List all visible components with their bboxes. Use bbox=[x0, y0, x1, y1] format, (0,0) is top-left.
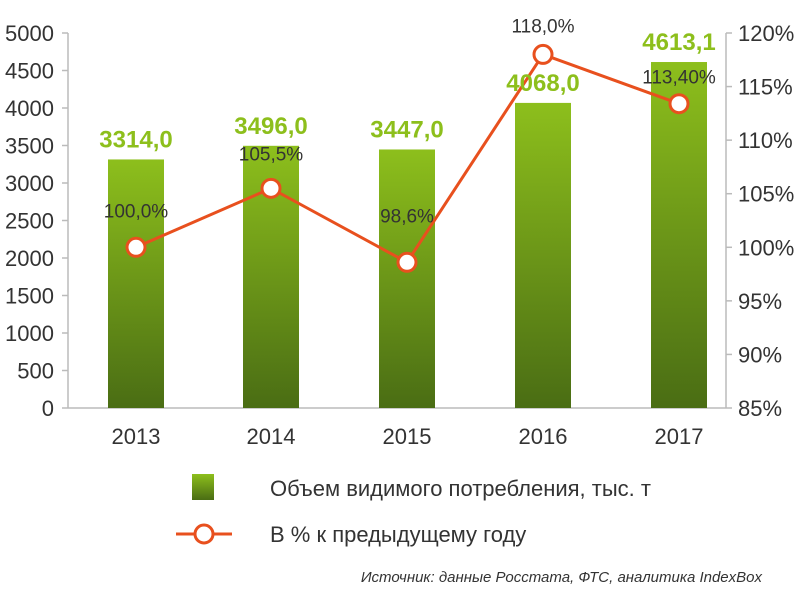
left-tick-label: 1000 bbox=[5, 321, 54, 346]
left-tick-label: 1500 bbox=[5, 284, 54, 309]
percent-point-2016 bbox=[532, 43, 554, 65]
x-tick-label: 2017 bbox=[655, 424, 704, 449]
left-tick-label: 4000 bbox=[5, 96, 54, 121]
legend-line-marker bbox=[193, 523, 215, 545]
right-tick-label: 115% bbox=[738, 75, 793, 100]
data-labels: 3314,0 3496,0 3447,0 4068,0 4613,1 100,0% 105,… bbox=[99, 16, 716, 227]
percent-value-label: 118,0% bbox=[511, 16, 574, 37]
legend: Объем видимого потребления, тыс. т В % к… bbox=[176, 474, 651, 547]
left-tick-label: 4500 bbox=[5, 59, 54, 84]
percent-point-2013 bbox=[125, 236, 147, 258]
bar-value-label: 4613,1 bbox=[642, 29, 715, 56]
percent-point-2015 bbox=[396, 251, 418, 273]
percent-value-label: 98,6% bbox=[380, 206, 434, 227]
bar-value-label: 4068,0 bbox=[506, 70, 579, 97]
bar-2013 bbox=[108, 159, 164, 408]
legend-bar-label: Объем видимого потребления, тыс. т bbox=[270, 476, 651, 501]
bar-2015 bbox=[379, 149, 435, 408]
right-tick-label: 85% bbox=[738, 396, 782, 421]
percent-point-2017 bbox=[668, 93, 690, 115]
bars bbox=[108, 62, 707, 409]
percent-line-series bbox=[125, 43, 690, 273]
left-tick-label: 3000 bbox=[5, 171, 54, 196]
percent-point-2014 bbox=[260, 177, 282, 199]
right-tick-label: 110% bbox=[738, 128, 793, 153]
right-tick-label: 90% bbox=[738, 342, 782, 367]
right-tick-label: 95% bbox=[738, 289, 782, 314]
left-tick-label: 5000 bbox=[5, 21, 54, 46]
legend-line-label: В % к предыдущему году bbox=[270, 522, 526, 547]
x-tick-label: 2013 bbox=[112, 424, 161, 449]
x-tick-label: 2014 bbox=[247, 424, 296, 449]
percent-value-label: 100,0% bbox=[104, 201, 169, 222]
legend-bar-swatch bbox=[192, 474, 214, 500]
left-tick-label: 2000 bbox=[5, 246, 54, 271]
right-tick-label: 105% bbox=[738, 182, 794, 207]
bar-value-label: 3314,0 bbox=[99, 126, 172, 153]
source-note: Источник: данные Росстата, ФТС, аналитик… bbox=[361, 569, 763, 586]
percent-value-label: 113,40% bbox=[642, 68, 716, 89]
right-tick-label: 120% bbox=[738, 21, 794, 46]
percent-value-label: 105,5% bbox=[239, 144, 304, 165]
x-tick-label: 2015 bbox=[383, 424, 432, 449]
bar-2017 bbox=[651, 62, 707, 409]
bar-value-label: 3447,0 bbox=[370, 116, 443, 143]
bar-value-label: 3496,0 bbox=[234, 113, 307, 140]
left-tick-label: 2500 bbox=[5, 209, 54, 234]
x-tick-label: 2016 bbox=[519, 424, 568, 449]
right-tick-label: 100% bbox=[738, 235, 794, 260]
left-tick-label: 3500 bbox=[5, 134, 54, 159]
bar-2016 bbox=[515, 102, 571, 409]
left-tick-label: 0 bbox=[42, 396, 54, 421]
axes: 0 500 1000 1500 2000 2500 3000 3500 4000 4500 5000… bbox=[5, 21, 794, 449]
left-tick-label: 500 bbox=[17, 359, 54, 384]
